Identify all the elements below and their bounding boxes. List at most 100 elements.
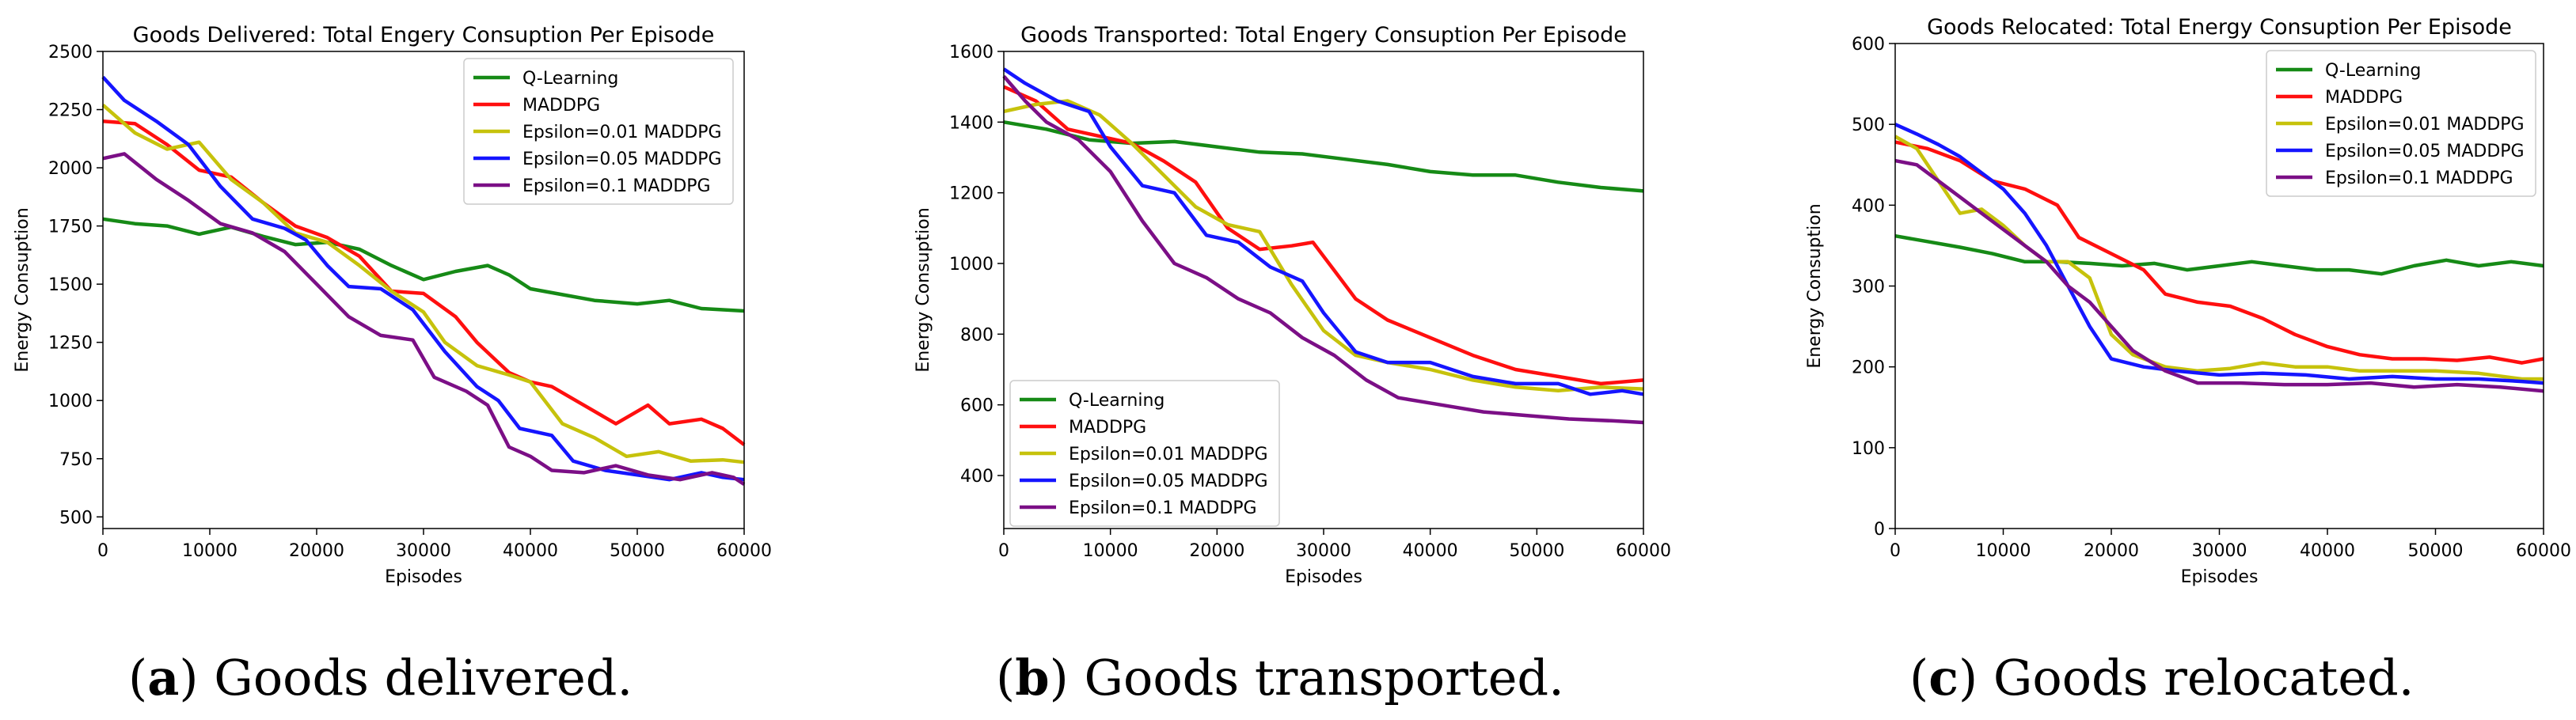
- x-axis-label: Episodes: [2181, 567, 2259, 587]
- series-line-4: [1002, 67, 1644, 396]
- x-tick-label: 30000: [396, 541, 451, 561]
- y-tick-label: 300: [1852, 278, 1885, 297]
- y-tick-label: 1400: [949, 113, 994, 133]
- chart-title: Goods Delivered: Total Engery Consuption…: [133, 23, 715, 47]
- y-tick-label: 500: [59, 508, 93, 528]
- y-tick-label: 800: [960, 325, 994, 345]
- legend-box: [1009, 380, 1280, 527]
- series-line-4: [1894, 123, 2544, 385]
- legend-label: Epsilon=0.05 MADDPG: [1069, 472, 1268, 491]
- y-axis-label: Energy Consuption: [914, 207, 933, 372]
- y-tick-label: 1750: [48, 218, 93, 237]
- legend-label: Epsilon=0.1 MADDPG: [1069, 498, 1257, 518]
- y-tick-label: 1200: [949, 184, 994, 204]
- y-tick-label: 2000: [48, 159, 93, 179]
- x-tick-label: 30000: [2192, 541, 2247, 561]
- y-tick-label: 200: [1852, 358, 1885, 378]
- figure-caption: (c) Goods relocated.: [1909, 649, 2414, 707]
- y-tick-label: 2250: [48, 101, 93, 121]
- y-axis-label: Energy Consuption: [13, 207, 32, 372]
- x-tick-label: 60000: [1616, 541, 1671, 561]
- y-tick-label: 400: [960, 467, 994, 487]
- x-axis-label: Episodes: [1285, 567, 1362, 587]
- x-tick-label: 40000: [2300, 541, 2355, 561]
- y-tick-label: 1000: [949, 255, 994, 275]
- y-tick-label: 1600: [949, 43, 994, 63]
- y-axis-label: Energy Consuption: [1805, 203, 1825, 368]
- figure-caption: (a) Goods delivered.: [128, 649, 633, 707]
- y-tick-label: 500: [1852, 116, 1885, 135]
- y-tick-label: 1000: [48, 392, 93, 411]
- caption-text: ) Goods relocated.: [1959, 649, 2414, 707]
- series-line-1: [1894, 233, 2544, 276]
- y-tick-label: 1500: [48, 275, 93, 295]
- x-tick-label: 50000: [2408, 541, 2464, 561]
- legend-label: MADDPG: [2325, 88, 2403, 108]
- chart-panel-a: Goods Delivered: Total Engery Consuption…: [13, 23, 772, 707]
- x-axis-label: Episodes: [385, 567, 462, 587]
- y-tick-label: 2500: [48, 43, 93, 63]
- legend-label: MADDPG: [1069, 418, 1146, 438]
- chart-panel-b: Goods Transported: Total Engery Consupti…: [914, 23, 1671, 707]
- legend-label: Epsilon=0.1 MADDPG: [522, 176, 711, 196]
- y-tick-label: 600: [960, 396, 994, 416]
- legend-label: Epsilon=0.1 MADDPG: [2325, 169, 2513, 188]
- y-tick-label: 0: [1874, 520, 1885, 540]
- legend-label: Epsilon=0.01 MADDPG: [522, 123, 722, 142]
- legend-label: Q-Learning: [1069, 391, 1165, 411]
- series-line-3: [101, 104, 745, 464]
- x-tick-label: 40000: [503, 541, 558, 561]
- caption-letter: b: [1015, 649, 1049, 707]
- x-tick-label: 0: [998, 541, 1009, 561]
- series-line-2: [1894, 140, 2544, 365]
- x-tick-label: 60000: [716, 541, 772, 561]
- x-tick-label: 30000: [1296, 541, 1351, 561]
- legend-label: Epsilon=0.05 MADDPG: [2325, 142, 2525, 161]
- legend: Q-Learning MADDPG Epsilon=0.01 MADDPG Epsil…: [2266, 50, 2536, 197]
- chart-title: Goods Relocated: Total Energy Consuption…: [1927, 15, 2512, 40]
- x-tick-label: 40000: [1403, 541, 1458, 561]
- y-tick-label: 400: [1852, 196, 1885, 216]
- x-tick-label: 20000: [1189, 541, 1244, 561]
- legend: Q-Learning MADDPG Epsilon=0.01 MADDPG Epsil…: [463, 58, 734, 205]
- legend-label: Epsilon=0.01 MADDPG: [1069, 445, 1268, 464]
- y-tick-label: 600: [1852, 35, 1885, 55]
- legend-label: Epsilon=0.01 MADDPG: [2325, 115, 2525, 135]
- caption-text: ) Goods transported.: [1050, 649, 1564, 707]
- x-tick-label: 50000: [610, 541, 665, 561]
- x-tick-label: 0: [97, 541, 108, 561]
- x-tick-label: 20000: [289, 541, 344, 561]
- series-line-5: [1002, 74, 1644, 425]
- x-tick-label: 10000: [1976, 541, 2031, 561]
- series-line-5: [102, 152, 746, 486]
- x-tick-label: 20000: [2084, 541, 2139, 561]
- series-line-5: [1894, 158, 2544, 393]
- y-tick-label: 100: [1852, 439, 1885, 459]
- y-tick-label: 1250: [48, 334, 93, 354]
- series-line-3: [1003, 99, 1644, 393]
- y-tick-label: 750: [59, 450, 93, 470]
- chart-panel-c: Goods Relocated: Total Energy Consuption…: [1805, 15, 2571, 707]
- series-line-1: [1003, 120, 1644, 193]
- legend-label: Epsilon=0.05 MADDPG: [522, 150, 722, 169]
- x-tick-label: 0: [1890, 541, 1901, 561]
- chart-title: Goods Transported: Total Engery Consupti…: [1020, 23, 1627, 47]
- x-tick-label: 10000: [1083, 541, 1138, 561]
- caption-text: ) Goods delivered.: [179, 649, 633, 707]
- series-line-1: [102, 217, 745, 313]
- x-tick-label: 60000: [2516, 541, 2571, 561]
- legend-label: Q-Learning: [2325, 61, 2421, 81]
- legend: Q-Learning MADDPG Epsilon=0.01 MADDPG Epsil…: [1009, 380, 1280, 527]
- series-line-2: [102, 119, 746, 446]
- series-line-4: [101, 75, 745, 482]
- legend-box: [2266, 50, 2536, 197]
- figure-caption: (b) Goods transported.: [996, 649, 1564, 707]
- legend-box: [463, 58, 734, 205]
- caption-letter: c: [1928, 649, 1959, 707]
- caption-letter: a: [147, 649, 179, 707]
- legend-label: MADDPG: [522, 96, 600, 116]
- x-tick-label: 10000: [182, 541, 237, 561]
- legend-label: Q-Learning: [522, 69, 618, 89]
- x-tick-label: 50000: [1509, 541, 1564, 561]
